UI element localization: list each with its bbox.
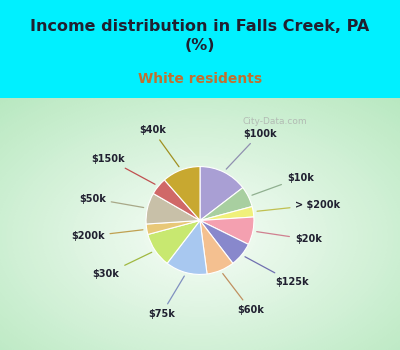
Circle shape (159, 211, 241, 262)
Circle shape (27, 128, 373, 345)
Circle shape (149, 204, 251, 269)
Circle shape (58, 147, 342, 326)
Circle shape (119, 186, 281, 288)
Circle shape (68, 153, 332, 320)
Text: $40k: $40k (139, 125, 179, 167)
Text: $60k: $60k (223, 274, 264, 315)
Circle shape (0, 51, 400, 350)
Circle shape (0, 96, 400, 350)
Circle shape (0, 61, 400, 350)
Wedge shape (200, 167, 243, 220)
Text: $10k: $10k (252, 173, 314, 195)
Circle shape (139, 198, 261, 275)
Circle shape (0, 92, 400, 350)
Circle shape (108, 179, 292, 294)
Wedge shape (200, 220, 248, 263)
Circle shape (0, 48, 400, 350)
Circle shape (2, 112, 398, 350)
Circle shape (32, 131, 368, 342)
Text: > $200k: > $200k (257, 200, 341, 211)
Circle shape (124, 189, 276, 285)
Circle shape (190, 230, 210, 243)
Circle shape (0, 83, 400, 350)
Text: $50k: $50k (79, 194, 144, 208)
Circle shape (0, 67, 400, 350)
Circle shape (17, 121, 383, 350)
Text: $150k: $150k (92, 154, 155, 184)
Circle shape (0, 105, 400, 350)
Circle shape (0, 102, 400, 350)
Text: White residents: White residents (138, 72, 262, 86)
Circle shape (63, 150, 337, 323)
Circle shape (93, 169, 307, 304)
Circle shape (174, 220, 226, 253)
Text: Income distribution in Falls Creek, PA
(%): Income distribution in Falls Creek, PA (… (30, 19, 370, 52)
Circle shape (98, 173, 302, 301)
Circle shape (185, 227, 215, 246)
Wedge shape (200, 220, 233, 274)
Circle shape (103, 176, 297, 298)
Wedge shape (167, 220, 207, 274)
Circle shape (52, 144, 348, 329)
Circle shape (0, 99, 400, 350)
Circle shape (0, 89, 400, 350)
Circle shape (0, 57, 400, 350)
Wedge shape (200, 217, 254, 244)
Wedge shape (146, 220, 200, 234)
Circle shape (0, 70, 400, 350)
Wedge shape (148, 220, 200, 263)
Circle shape (37, 134, 363, 339)
Circle shape (0, 73, 400, 350)
Text: City-Data.com: City-Data.com (242, 117, 307, 126)
Circle shape (170, 217, 230, 256)
Circle shape (0, 76, 400, 350)
Circle shape (144, 201, 256, 272)
Circle shape (164, 214, 236, 259)
Circle shape (0, 54, 400, 350)
Circle shape (88, 166, 312, 307)
Circle shape (83, 163, 317, 310)
Text: $100k: $100k (226, 129, 276, 169)
Circle shape (0, 80, 400, 350)
Text: $30k: $30k (93, 252, 152, 279)
Circle shape (48, 140, 352, 333)
Circle shape (180, 224, 220, 250)
Circle shape (0, 64, 400, 350)
Wedge shape (146, 194, 200, 224)
Circle shape (0, 86, 400, 350)
Circle shape (129, 192, 271, 281)
Wedge shape (200, 188, 252, 220)
Circle shape (78, 160, 322, 314)
Circle shape (0, 108, 400, 350)
Text: $20k: $20k (257, 232, 322, 244)
Circle shape (154, 208, 246, 265)
Circle shape (195, 233, 205, 240)
Wedge shape (200, 206, 254, 220)
Text: $75k: $75k (148, 276, 184, 319)
Circle shape (42, 137, 358, 336)
Circle shape (12, 118, 388, 350)
Wedge shape (164, 167, 200, 220)
Circle shape (7, 115, 393, 350)
Circle shape (114, 182, 286, 291)
Circle shape (22, 125, 378, 349)
Wedge shape (153, 180, 200, 220)
Text: $125k: $125k (245, 257, 308, 287)
Circle shape (73, 156, 327, 317)
Circle shape (134, 195, 266, 278)
Text: $200k: $200k (71, 230, 143, 241)
